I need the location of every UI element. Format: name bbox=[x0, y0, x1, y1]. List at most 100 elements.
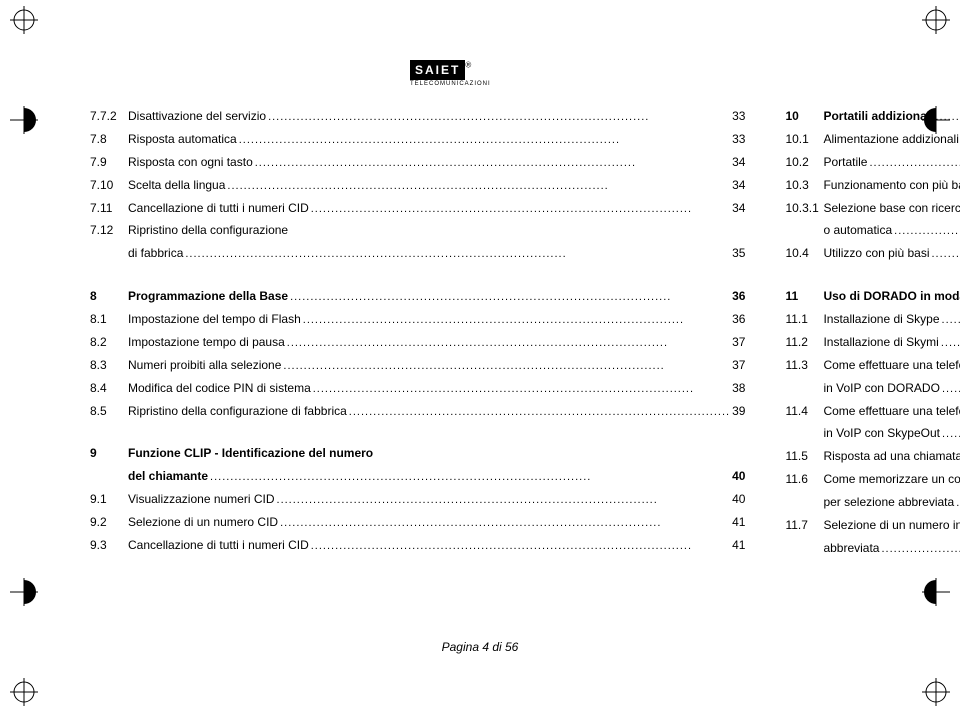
toc-row: 7.11Cancellazione di tutti i numeri CID 3… bbox=[90, 197, 745, 220]
toc-number: 11.3 bbox=[785, 354, 823, 377]
toc-leader-dots bbox=[285, 331, 732, 354]
toc-leader-dots bbox=[347, 400, 732, 423]
toc-number: 9.1 bbox=[90, 488, 128, 511]
toc-text: Visualizzazione numeri CID bbox=[128, 488, 275, 511]
toc-leader-dots bbox=[301, 308, 732, 331]
toc-leader-dots bbox=[879, 537, 960, 560]
toc-page: 34 bbox=[732, 174, 745, 197]
toc-page: 40 bbox=[732, 488, 745, 511]
toc-row: 8Programmazione della Base36 bbox=[90, 285, 745, 308]
toc-text: Selezione base con ricerca manuale bbox=[823, 197, 960, 220]
toc-row: 9Funzione CLIP - Identificazione del num… bbox=[90, 442, 745, 465]
toc-spacer bbox=[785, 265, 960, 285]
toc-text: Modifica del codice PIN di sistema bbox=[128, 377, 311, 400]
toc-text: di fabbrica bbox=[128, 242, 183, 265]
toc-row: 10.1Alimentazione addizionali42 bbox=[785, 128, 960, 151]
toc-text: Scelta della lingua bbox=[128, 174, 225, 197]
toc-text: Uso di DORADO in modalità VoIP bbox=[823, 285, 960, 308]
toc-number: 10.4 bbox=[785, 242, 823, 265]
toc-page: 40 bbox=[732, 465, 745, 488]
toc-text: del chiamante bbox=[128, 465, 208, 488]
toc-row: 7.12Ripristino della configurazione bbox=[90, 219, 745, 242]
toc-text: Risposta automatica bbox=[128, 128, 237, 151]
toc-number: 11.1 bbox=[785, 308, 823, 331]
toc-right-column: 10Portatili addizionali4210.1Alimentazio… bbox=[785, 105, 960, 559]
toc-row: 9.3Cancellazione di tutti i numeri CID41 bbox=[90, 534, 745, 557]
toc-row: 9.1Visualizzazione numeri CID 40 bbox=[90, 488, 745, 511]
toc-row: 11.4Come effettuare una telefonata bbox=[785, 400, 960, 423]
toc-row: 11.3Come effettuare una telefonata bbox=[785, 354, 960, 377]
toc-leader-dots bbox=[954, 491, 960, 514]
toc-row: per selezione abbreviata50 bbox=[785, 491, 960, 514]
toc-row: 11.1Installazione di Skype47 bbox=[785, 308, 960, 331]
toc-row: 8.3Numeri proibiti alla selezione37 bbox=[90, 354, 745, 377]
toc-row: in VoIP con SkypeOut50 bbox=[785, 422, 960, 445]
toc-number: 11.5 bbox=[785, 445, 823, 468]
toc-number: 11.7 bbox=[785, 514, 823, 537]
toc-row: 7.9Risposta con ogni tasto34 bbox=[90, 151, 745, 174]
toc-text: abbreviata bbox=[823, 537, 879, 560]
toc-text: Funzionamento con più basi bbox=[823, 174, 960, 197]
toc-columns: 7.7.2Disattivazione del servizio337.8Ris… bbox=[90, 105, 880, 559]
toc-row: 8.5Ripristino della configurazione di fa… bbox=[90, 400, 745, 423]
toc-row: 11.6Come memorizzare un contatto bbox=[785, 468, 960, 491]
toc-page: 35 bbox=[732, 242, 745, 265]
toc-text: Installazione di Skype bbox=[823, 308, 939, 331]
toc-text: Come effettuare una telefonata bbox=[823, 400, 960, 423]
toc-row: 8.2Impostazione tempo di pausa37 bbox=[90, 331, 745, 354]
toc-text: Installazione di Skymi bbox=[823, 331, 938, 354]
toc-row: 11Uso di DORADO in modalità VoIP47 bbox=[785, 285, 960, 308]
toc-row: 9.2Selezione di un numero CID41 bbox=[90, 511, 745, 534]
toc-leader-dots bbox=[930, 242, 960, 265]
toc-number: 10 bbox=[785, 105, 823, 128]
toc-row: 8.1Impostazione del tempo di Flash36 bbox=[90, 308, 745, 331]
toc-text: Selezione di un numero CID bbox=[128, 511, 278, 534]
toc-page: 34 bbox=[732, 197, 745, 220]
toc-row: di fabbrica 35 bbox=[90, 242, 745, 265]
toc-number: 7.11 bbox=[90, 197, 128, 220]
toc-text: in VoIP con SkypeOut bbox=[823, 422, 940, 445]
toc-number: 11.4 bbox=[785, 400, 823, 423]
toc-row: 11.2Installazione di Skymi48 bbox=[785, 331, 960, 354]
toc-number: 9.3 bbox=[90, 534, 128, 557]
toc-text: Funzione CLIP - Identificazione del nume… bbox=[128, 442, 373, 465]
toc-row: 11.5Risposta ad una chiamata in VoIP50 bbox=[785, 445, 960, 468]
toc-leader-dots bbox=[309, 534, 732, 557]
toc-text: Ripristino della configurazione di fabbr… bbox=[128, 400, 347, 423]
toc-text: Utilizzo con più basi bbox=[823, 242, 929, 265]
toc-leader-dots bbox=[266, 105, 732, 128]
toc-number: 8.4 bbox=[90, 377, 128, 400]
toc-leader-dots bbox=[278, 511, 732, 534]
toc-number: 11 bbox=[785, 285, 823, 308]
toc-text: Portatile bbox=[823, 151, 867, 174]
toc-row: del chiamante 40 bbox=[90, 465, 745, 488]
toc-page: 37 bbox=[732, 354, 745, 377]
toc-leader-dots bbox=[933, 105, 960, 128]
toc-text: Ripristino della configurazione bbox=[128, 219, 288, 242]
toc-row: 7.7.2Disattivazione del servizio33 bbox=[90, 105, 745, 128]
toc-leader-dots bbox=[939, 331, 960, 354]
crop-mark-icon bbox=[10, 678, 38, 706]
toc-row: 11.7Selezione di un numero in selezione bbox=[785, 514, 960, 537]
toc-text: Numeri proibiti alla selezione bbox=[128, 354, 281, 377]
toc-leader-dots bbox=[253, 151, 732, 174]
crop-mark-icon bbox=[922, 578, 950, 606]
toc-leader-dots bbox=[281, 354, 732, 377]
toc-text: Risposta ad una chiamata in VoIP bbox=[823, 445, 960, 468]
toc-text: Cancellazione di tutti i numeri CID bbox=[128, 197, 309, 220]
toc-spacer bbox=[90, 265, 745, 285]
toc-leader-dots bbox=[183, 242, 732, 265]
toc-row: 10.4Utilizzo con più basi46 bbox=[785, 242, 960, 265]
toc-text: per selezione abbreviata bbox=[823, 491, 954, 514]
toc-page: 37 bbox=[732, 331, 745, 354]
crop-mark-icon bbox=[10, 106, 38, 134]
toc-text: Impostazione tempo di pausa bbox=[128, 331, 285, 354]
toc-row: 7.10Scelta della lingua34 bbox=[90, 174, 745, 197]
toc-text: Come memorizzare un contatto bbox=[823, 468, 960, 491]
toc-leader-dots bbox=[237, 128, 732, 151]
toc-number: 9.2 bbox=[90, 511, 128, 534]
crop-mark-icon bbox=[922, 6, 950, 34]
toc-number: 11.6 bbox=[785, 468, 823, 491]
toc-text: Selezione di un numero in selezione bbox=[823, 514, 960, 537]
toc-page: 33 bbox=[732, 105, 745, 128]
